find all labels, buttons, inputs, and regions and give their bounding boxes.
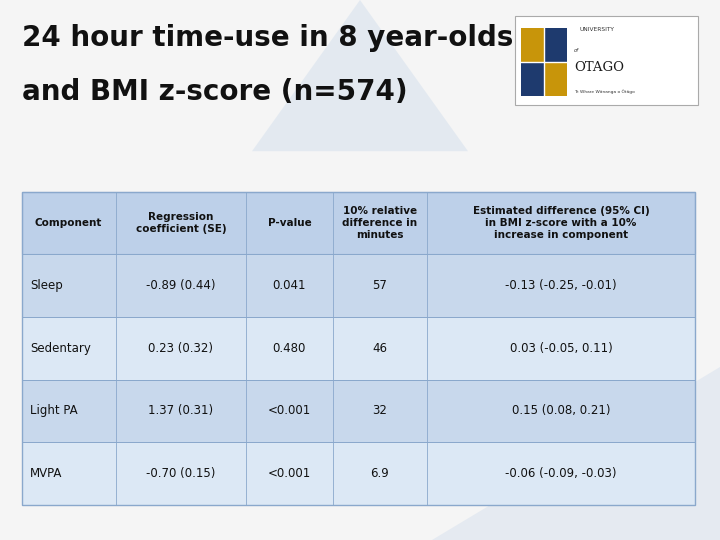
Text: Te Whare Wānanga o Ōtāgo: Te Whare Wānanga o Ōtāgo	[574, 90, 634, 94]
Text: 1.37 (0.31): 1.37 (0.31)	[148, 404, 213, 417]
Text: and BMI z-score (n=574): and BMI z-score (n=574)	[22, 78, 408, 106]
Text: 24 hour time-use in 8 year-olds: 24 hour time-use in 8 year-olds	[22, 24, 513, 52]
Text: <0.001: <0.001	[268, 467, 311, 480]
Text: -0.06 (-0.09, -0.03): -0.06 (-0.09, -0.03)	[505, 467, 616, 480]
Text: 57: 57	[372, 279, 387, 292]
Text: 0.23 (0.32): 0.23 (0.32)	[148, 342, 213, 355]
FancyBboxPatch shape	[22, 254, 695, 317]
Text: MVPA: MVPA	[30, 467, 63, 480]
Polygon shape	[252, 0, 468, 151]
Text: of: of	[574, 48, 579, 52]
FancyBboxPatch shape	[521, 28, 567, 96]
Text: 46: 46	[372, 342, 387, 355]
FancyBboxPatch shape	[22, 442, 695, 505]
Text: Estimated difference (95% CI)
in BMI z-score with a 10%
increase in component: Estimated difference (95% CI) in BMI z-s…	[472, 206, 649, 240]
Text: Component: Component	[35, 218, 102, 228]
FancyBboxPatch shape	[22, 192, 695, 254]
Text: -0.89 (0.44): -0.89 (0.44)	[146, 279, 215, 292]
Text: 0.041: 0.041	[273, 279, 306, 292]
Text: 0.15 (0.08, 0.21): 0.15 (0.08, 0.21)	[512, 404, 610, 417]
Text: -0.13 (-0.25, -0.01): -0.13 (-0.25, -0.01)	[505, 279, 617, 292]
Text: Sleep: Sleep	[30, 279, 63, 292]
Text: 32: 32	[372, 404, 387, 417]
Text: 0.03 (-0.05, 0.11): 0.03 (-0.05, 0.11)	[510, 342, 612, 355]
Text: UNIVERSITY: UNIVERSITY	[580, 27, 614, 32]
Text: OTAGO: OTAGO	[574, 62, 624, 75]
FancyBboxPatch shape	[515, 16, 698, 105]
Polygon shape	[432, 367, 720, 540]
FancyBboxPatch shape	[544, 62, 567, 96]
Text: Regression
coefficient (SE): Regression coefficient (SE)	[135, 212, 226, 234]
Text: Sedentary: Sedentary	[30, 342, 91, 355]
FancyBboxPatch shape	[22, 317, 695, 380]
FancyBboxPatch shape	[521, 28, 544, 62]
Text: Light PA: Light PA	[30, 404, 78, 417]
Text: -0.70 (0.15): -0.70 (0.15)	[146, 467, 215, 480]
Text: <0.001: <0.001	[268, 404, 311, 417]
Text: 10% relative
difference in
minutes: 10% relative difference in minutes	[342, 206, 418, 240]
Text: 6.9: 6.9	[371, 467, 390, 480]
Text: 0.480: 0.480	[273, 342, 306, 355]
Text: P-value: P-value	[268, 218, 311, 228]
FancyBboxPatch shape	[22, 380, 695, 442]
